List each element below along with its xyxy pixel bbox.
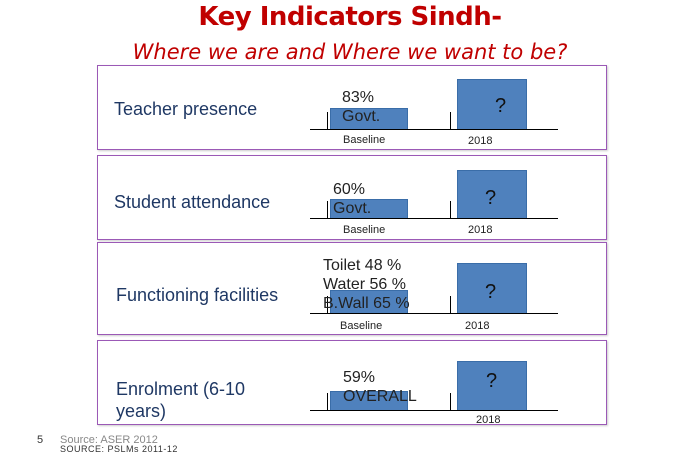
- baseline-value-label: 83% Govt.: [342, 88, 380, 126]
- axis-divider: [327, 393, 328, 411]
- target-value-label: ?: [486, 370, 498, 392]
- tick-label-baseline: Baseline: [340, 320, 383, 332]
- target-value-label: ?: [495, 95, 507, 117]
- x-axis: [310, 129, 558, 130]
- axis-divider: [327, 201, 328, 219]
- baseline-value-label: Toilet 48 % Water 56 % B.Wall 65 %: [323, 256, 410, 313]
- tick-label-2018: 2018: [468, 224, 493, 236]
- x-axis: [310, 313, 558, 314]
- baseline-text-line: Toilet 48 %: [323, 257, 402, 274]
- slide-number: 5: [37, 434, 44, 446]
- indicator-label: Functioning facilities: [116, 285, 279, 305]
- axis-divider: [450, 296, 451, 314]
- baseline-value-label: 60% Govt.: [333, 180, 371, 218]
- axis-divider: [450, 112, 451, 130]
- target-bar: [457, 263, 527, 314]
- baseline-text-line: 60%: [333, 181, 366, 198]
- x-axis: [310, 410, 558, 411]
- baseline-bar: [330, 290, 408, 314]
- target-bar: [457, 170, 527, 219]
- target-bar: [457, 79, 527, 130]
- source-note: SOURCE: PSLMs 2011-12: [60, 444, 178, 454]
- baseline-value-label: 59% OVERALL: [343, 368, 417, 406]
- target-value-label: ?: [485, 187, 497, 209]
- baseline-text-line: Govt.: [342, 108, 381, 125]
- target-bar: [457, 361, 527, 411]
- axis-divider: [327, 112, 328, 130]
- page-title: Key Indicators Sindh-: [198, 2, 502, 32]
- indicator-label: Student attendance: [114, 192, 271, 212]
- source-note: Source: ASER 2012: [60, 434, 158, 446]
- target-value-label: ?: [485, 281, 497, 303]
- axis-divider: [450, 393, 451, 411]
- indicator-label: Teacher presence: [114, 99, 258, 119]
- baseline-text-line: B.Wall 65 %: [323, 295, 410, 312]
- axis-divider: [450, 201, 451, 219]
- baseline-text-line: Govt.: [333, 200, 372, 217]
- x-axis: [310, 218, 558, 219]
- indicator-label-line2: years): [116, 401, 167, 421]
- indicator-label-line1: Enrolment (6-10: [116, 379, 246, 399]
- tick-label-baseline: Baseline: [343, 224, 386, 236]
- tick-label-2018: 2018: [468, 135, 493, 147]
- baseline-text-line: 83%: [342, 89, 375, 106]
- tick-label-baseline: Baseline: [343, 134, 386, 146]
- axis-divider: [327, 296, 328, 314]
- tick-label-2018: 2018: [465, 320, 490, 332]
- baseline-text-line: 59%: [343, 369, 376, 386]
- page-subtitle: Where we are and Where we want to be?: [132, 40, 568, 64]
- indicator-label: Enrolment (6-10 years): [116, 378, 286, 422]
- baseline-text-line: OVERALL: [343, 388, 417, 405]
- baseline-text-line: Water 56 %: [323, 276, 406, 293]
- tick-label-2018: 2018: [476, 414, 501, 426]
